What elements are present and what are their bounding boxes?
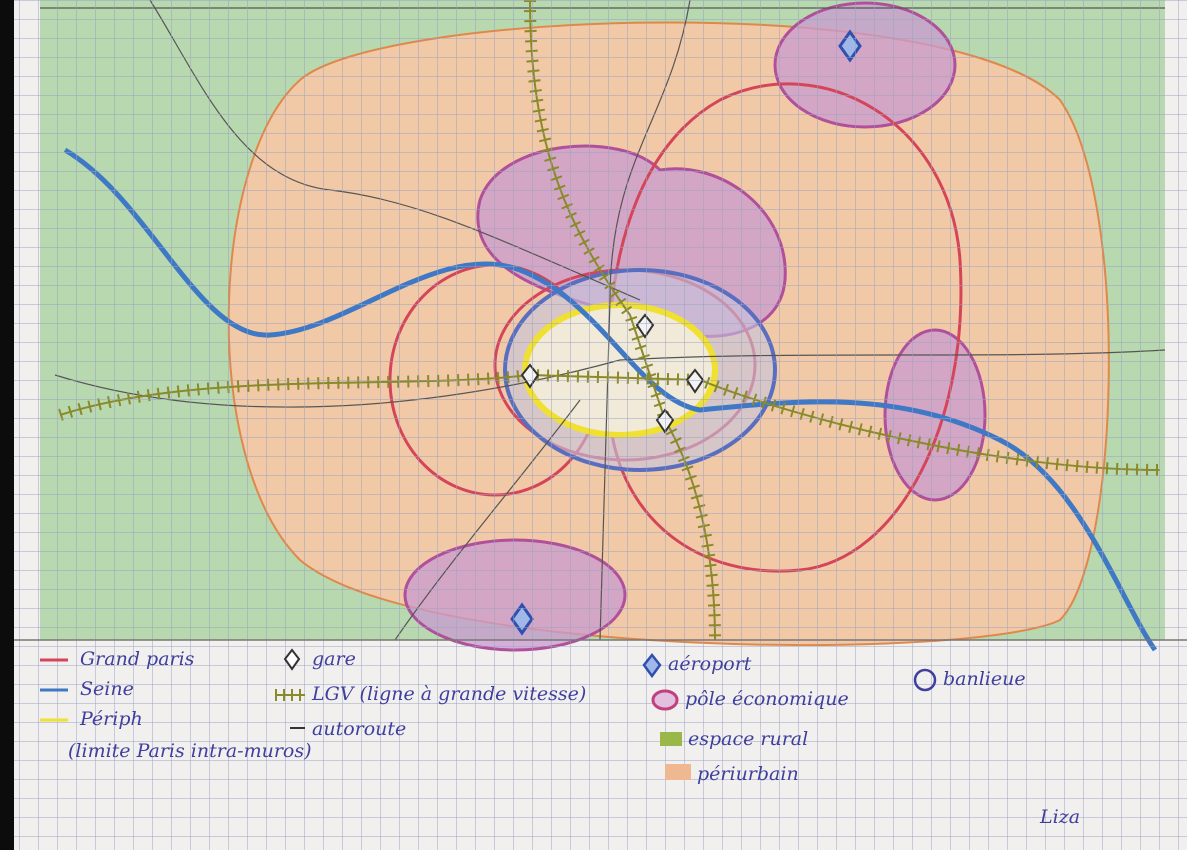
- signature: Liza: [1039, 806, 1080, 828]
- legend-label: gare: [312, 648, 356, 670]
- map-sheet: Grand paris Seine Périph (limite Paris i…: [0, 0, 1187, 850]
- legend-label: Périph: [79, 708, 143, 730]
- legend-label: périurbain: [697, 763, 799, 785]
- edge: [0, 0, 14, 850]
- legend-label: espace rural: [688, 728, 808, 750]
- grid: [14, 0, 1187, 850]
- legend-label: Grand paris: [80, 648, 195, 670]
- legend-label: autoroute: [312, 718, 406, 740]
- legend-label: Seine: [80, 678, 134, 700]
- legend-label: (limite Paris intra-muros): [68, 740, 312, 762]
- swatch: [653, 691, 677, 709]
- swatch: [665, 764, 691, 780]
- legend-label: aéroport: [668, 653, 752, 675]
- legend-label: banlieue: [943, 668, 1026, 690]
- legend-label: pôle économique: [685, 688, 849, 710]
- legend-label: LGV (ligne à grande vitesse): [311, 683, 586, 705]
- swatch: [660, 732, 682, 746]
